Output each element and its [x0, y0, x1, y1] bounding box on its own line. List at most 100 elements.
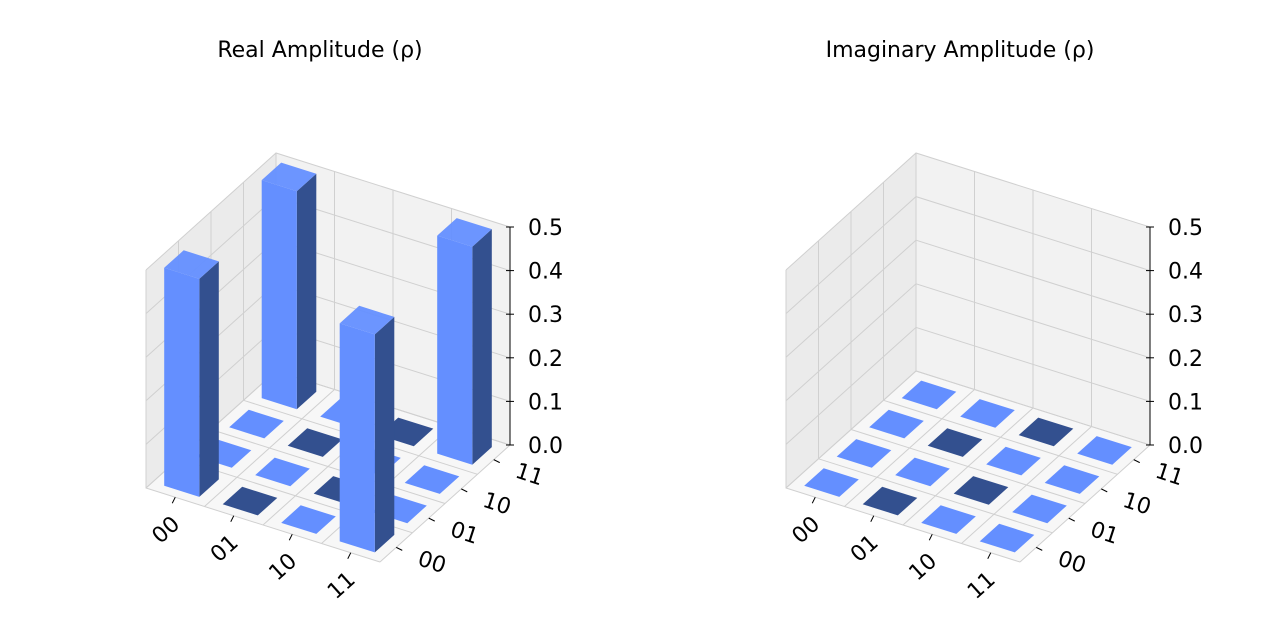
bar-top-face — [869, 409, 924, 439]
row-tick-label: 10 — [264, 549, 302, 586]
col-tick-mark — [1101, 488, 1108, 493]
bar-top-face — [404, 465, 460, 494]
bar-10-00 — [281, 505, 336, 534]
z-tick-label: 0.1 — [1168, 390, 1203, 415]
bars — [164, 162, 492, 553]
bar-00-10 — [869, 409, 924, 439]
z-tick-label: 0.2 — [528, 347, 563, 372]
bar-side-face — [374, 316, 395, 553]
bar-top-face — [986, 446, 1041, 476]
bar-top-face — [255, 457, 310, 487]
bar-top-face — [1012, 494, 1067, 524]
col-tick-label: 11 — [1152, 459, 1186, 491]
col-tick-label: 11 — [512, 459, 546, 491]
bar-00-11 — [261, 162, 317, 410]
imaginary-amplitude-title: Imaginary Amplitude (ρ) — [826, 38, 1095, 63]
bar-01-10 — [927, 428, 983, 457]
row-tick-mark — [171, 497, 176, 504]
bar-top-face — [437, 218, 492, 247]
bar-11-11 — [437, 218, 492, 465]
bar-01-01 — [255, 457, 310, 487]
bar-side-face — [472, 229, 492, 465]
bar-top-face — [862, 486, 918, 516]
col-tick-mark — [461, 488, 468, 493]
bar-00-01 — [836, 439, 892, 468]
col-tick-mark — [1133, 459, 1140, 464]
col-tick-mark — [493, 459, 500, 464]
z-axis — [506, 226, 514, 446]
bar-10-01 — [953, 476, 1009, 505]
row-tick-label: 11 — [323, 567, 361, 604]
col-tick-label: 00 — [1055, 547, 1089, 579]
row-tick-label: 01 — [206, 530, 244, 567]
z-tick-label: 0.3 — [528, 303, 563, 328]
bar-00-00 — [164, 250, 219, 497]
grid-lines — [785, 152, 1151, 563]
row-tick-mark — [230, 515, 235, 522]
row-tick-label: 00 — [787, 512, 825, 549]
grid-line — [785, 239, 1151, 358]
col-tick-label: 01 — [1087, 517, 1121, 549]
row-tick-label: 00 — [147, 512, 185, 549]
z-axis — [1146, 226, 1154, 446]
bars — [804, 380, 1132, 553]
bar-00-11 — [901, 380, 957, 410]
z-tick-label: 0.0 — [528, 434, 563, 459]
grid-line — [785, 326, 1151, 445]
col-tick-label: 01 — [447, 517, 481, 549]
bar-10-11 — [1018, 417, 1074, 447]
col-tick-label: 10 — [480, 488, 514, 520]
z-tick-label: 0.4 — [1168, 260, 1203, 285]
bar-top-face — [222, 486, 278, 516]
z-tick-label: 0.3 — [1168, 303, 1203, 328]
row-tick-mark — [288, 534, 293, 541]
row-tick-mark — [987, 552, 992, 559]
bar-side-face — [296, 173, 317, 410]
z-tick-label: 0.1 — [528, 390, 563, 415]
grid-line — [785, 370, 1151, 489]
col-tick-label: 10 — [1120, 488, 1154, 520]
z-tick-label: 0.4 — [528, 260, 563, 285]
bar-top-face — [927, 428, 983, 457]
bar-01-00 — [222, 486, 278, 516]
bar-01-11 — [960, 399, 1015, 428]
row-tick-mark — [928, 534, 933, 541]
bar-top-face — [229, 409, 284, 439]
imaginary-amplitude-plot: 0.00.10.20.30.40.500 01 10 1100011011Imagin… — [785, 38, 1203, 605]
bar-top-face — [953, 476, 1009, 505]
bar-side-face — [199, 261, 219, 497]
bar-front-face — [437, 235, 473, 465]
row-tick-mark — [870, 515, 875, 522]
bar-01-10 — [287, 428, 343, 457]
bar-01-00 — [862, 486, 918, 516]
bar-top-face — [921, 505, 976, 534]
bar-11-01 — [1012, 494, 1067, 524]
bar-01-01 — [895, 457, 950, 487]
bar-top-face — [979, 523, 1035, 553]
row-tick-mark — [811, 497, 816, 504]
real-amplitude-title: Real Amplitude (ρ) — [217, 38, 422, 63]
bar-top-face — [1044, 465, 1100, 494]
row-tick-mark — [347, 552, 352, 559]
z-tick-label: 0.2 — [1168, 347, 1203, 372]
bar-11-00 — [339, 305, 395, 553]
bar-top-face — [339, 305, 395, 335]
bar-front-face — [261, 180, 297, 410]
bar-top-face — [804, 468, 859, 497]
bar-11-10 — [404, 465, 460, 494]
row-tick-label: 01 — [846, 530, 884, 567]
bar-top-face — [895, 457, 950, 487]
bar-front-face — [164, 267, 200, 497]
z-tick-label: 0.0 — [1168, 434, 1203, 459]
bar-top-face — [1077, 436, 1132, 465]
row-tick-label: 11 — [963, 567, 1001, 604]
col-tick-mark — [396, 546, 403, 551]
bar-11-00 — [979, 523, 1035, 553]
bar-11-10 — [1044, 465, 1100, 494]
bar-11-11 — [1077, 436, 1132, 465]
col-tick-label: 00 — [415, 547, 449, 579]
bar-00-10 — [229, 409, 284, 439]
bar-top-face — [281, 505, 336, 534]
